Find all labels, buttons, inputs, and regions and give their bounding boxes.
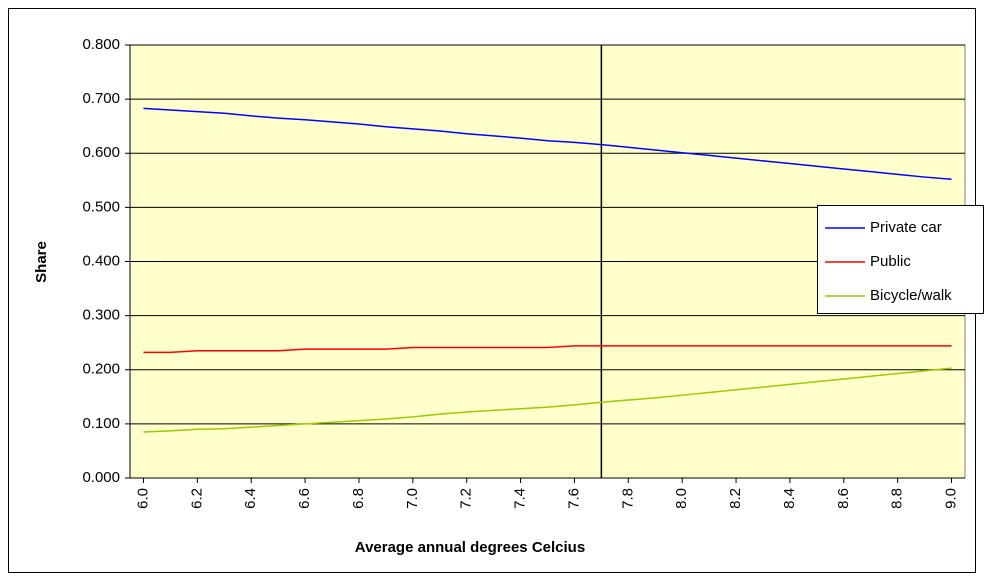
x-axis-title: Average annual degrees Celcius — [355, 539, 585, 556]
x-tick-label: 7.4 — [512, 488, 529, 509]
x-tick-label: 8.8 — [889, 488, 906, 509]
legend-label: Public — [870, 253, 911, 270]
y-tick-label: 0.100 — [82, 415, 120, 432]
legend-label: Bicycle/walk — [870, 287, 952, 304]
x-tick-label: 7.6 — [565, 488, 582, 509]
y-tick-label: 0.800 — [82, 36, 120, 53]
x-tick-label: 6.2 — [188, 488, 205, 509]
y-tick-label: 0.300 — [82, 307, 120, 324]
legend-label: Private car — [870, 219, 942, 236]
x-tick-label: 6.0 — [134, 488, 151, 509]
y-tick-label: 0.000 — [82, 469, 120, 486]
y-tick-label: 0.700 — [82, 90, 120, 107]
x-tick-label: 7.8 — [619, 488, 636, 509]
x-tick-label: 8.4 — [781, 488, 798, 509]
x-tick-label: 7.0 — [404, 488, 421, 509]
x-tick-label: 6.6 — [296, 488, 313, 509]
y-tick-label: 0.500 — [82, 198, 120, 215]
x-tick-label: 8.6 — [835, 488, 852, 509]
x-tick-label: 9.0 — [943, 488, 960, 509]
plot: 0.000 0.100 0.200 0.300 0.400 0.500 0.600 0.700… — [82, 36, 966, 509]
x-tick-label: 6.8 — [350, 488, 367, 509]
x-tick-label: 8.2 — [727, 488, 744, 509]
series-line — [143, 107, 952, 180]
y-tick-label: 0.400 — [82, 252, 120, 269]
legend: Private car Public Bicycle/walk — [817, 205, 984, 314]
series-line — [143, 345, 952, 354]
x-tick-label: 7.2 — [458, 488, 475, 509]
x-tick-label: 8.0 — [673, 488, 690, 509]
y-tick-label: 0.600 — [82, 144, 120, 161]
x-tick-label: 6.4 — [242, 488, 259, 509]
y-axis-title: Share — [33, 241, 50, 283]
series-line — [143, 367, 952, 433]
y-tick-label: 0.200 — [82, 361, 120, 378]
